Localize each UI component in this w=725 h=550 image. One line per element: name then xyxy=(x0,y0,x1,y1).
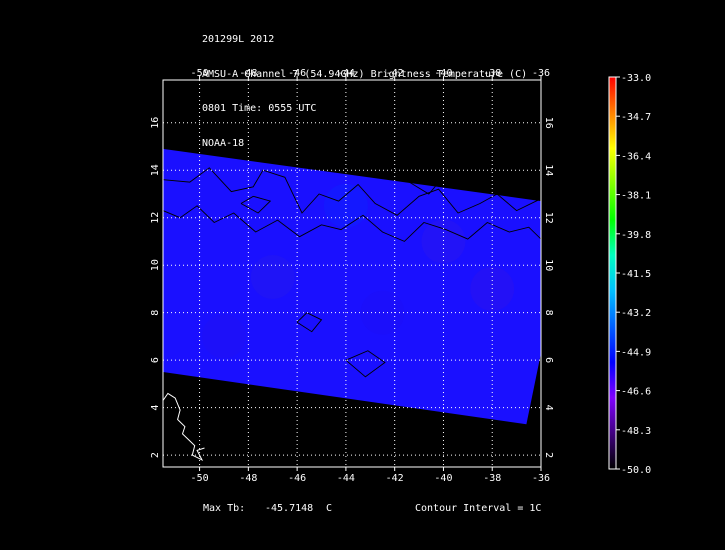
temperature-patch xyxy=(201,314,246,359)
temperature-patch xyxy=(323,183,368,228)
lon-tick-label-bottom: -42 xyxy=(386,473,404,484)
lon-tick-label-top: -50 xyxy=(191,68,209,79)
coastline xyxy=(163,392,205,462)
lon-tick-label-top: -42 xyxy=(386,68,404,79)
contour-interval-label: Contour Interval = 1C xyxy=(415,503,542,514)
max-tb-value: -45.7148 xyxy=(265,503,314,514)
colorbar: -33.0 -34.7 -36.4 -38.1 -39.8 -41.5 -43.2 -44.9… xyxy=(608,73,651,476)
lat-tick-label-right: 16 xyxy=(543,117,554,129)
colorbar-label: -44.9 xyxy=(621,347,651,358)
lat-tick-label-left: 8 xyxy=(150,310,161,316)
colorbar-label: -38.1 xyxy=(621,191,651,202)
lat-tick-label-left: 2 xyxy=(150,452,161,458)
colorbar-label: -34.7 xyxy=(621,112,651,123)
time-label: 0801 Time: 0555 UTC xyxy=(202,103,317,114)
temperature-patch xyxy=(360,290,405,335)
lon-tick-label-bottom: -50 xyxy=(191,473,209,484)
storm-id-label: 201299L 2012 xyxy=(202,34,275,45)
lon-tick-label-top: -48 xyxy=(239,68,257,79)
colorbar-label: -48.3 xyxy=(621,426,651,437)
contour-line xyxy=(345,350,386,378)
colorbar-label: -36.4 xyxy=(621,151,651,162)
plot-header: 201299L 2012 AMSU-A Channel 7 (54.94GHz)… xyxy=(202,11,527,161)
lon-tick-label-bottom: -48 xyxy=(239,473,257,484)
satellite-label: NOAA-18 xyxy=(202,137,245,149)
lat-tick-label-right: 8 xyxy=(543,310,554,316)
lon-tick-label-top: -36 xyxy=(532,68,550,79)
colorbar-label: -50.0 xyxy=(621,465,651,476)
max-tb-unit: C xyxy=(326,503,333,514)
axis-ticks: -50 -50 -48 -48 -46 -46 -44 -44 -42 -42 -40 -40 -38 -… xyxy=(150,68,554,484)
lat-tick-label-left: 4 xyxy=(150,405,161,411)
contour-line xyxy=(240,195,272,214)
lon-tick-label-bottom: -38 xyxy=(483,473,501,484)
colorbar-label: -41.5 xyxy=(621,269,651,280)
lat-tick-label-left: 16 xyxy=(150,117,161,129)
contour-line xyxy=(296,312,323,333)
lon-tick-label-bottom: -46 xyxy=(288,473,306,484)
lat-tick-label-right: 4 xyxy=(543,405,554,411)
lat-tick-label-right: 2 xyxy=(543,452,554,458)
temperature-patch xyxy=(421,219,466,264)
colorbar-label: -33.0 xyxy=(621,73,651,84)
colorbar-label: -39.8 xyxy=(621,230,651,241)
map-frame xyxy=(162,79,542,468)
lat-tick-label-right: 12 xyxy=(543,212,554,224)
lat-tick-label-right: 10 xyxy=(543,259,554,271)
grid-lines xyxy=(163,80,542,467)
lon-tick-label-bottom: -40 xyxy=(434,473,452,484)
lon-tick-label-top: -46 xyxy=(288,68,306,79)
colorbar-label: -43.2 xyxy=(621,308,651,319)
temperature-patch xyxy=(250,255,295,300)
lon-tick-label-bottom: -36 xyxy=(532,473,550,484)
lat-tick-label-right: 14 xyxy=(543,164,554,176)
lat-tick-label-left: 10 xyxy=(150,259,161,271)
contour-line xyxy=(163,205,541,242)
lon-tick-label-top: -44 xyxy=(337,68,355,79)
map-layer xyxy=(163,148,541,462)
lat-tick-label-left: 6 xyxy=(150,357,161,363)
lat-tick-label-right: 6 xyxy=(543,357,554,363)
contour-line xyxy=(409,172,442,195)
product-title: AMSU-A Channel 7 (54.94GHz) Brightness T… xyxy=(202,68,528,80)
max-tb-label: Max Tb: xyxy=(203,503,246,514)
lon-tick-label-top: -38 xyxy=(483,68,501,79)
colorbar-bar xyxy=(608,76,617,470)
lon-tick-label-top: -40 xyxy=(434,68,452,79)
lat-tick-label-left: 12 xyxy=(150,212,161,224)
swath-area xyxy=(163,148,541,425)
contour-line xyxy=(163,167,541,216)
lon-tick-label-bottom: -44 xyxy=(337,473,355,484)
lat-tick-label-left: 14 xyxy=(150,164,161,176)
colorbar-label: -46.6 xyxy=(621,387,651,398)
